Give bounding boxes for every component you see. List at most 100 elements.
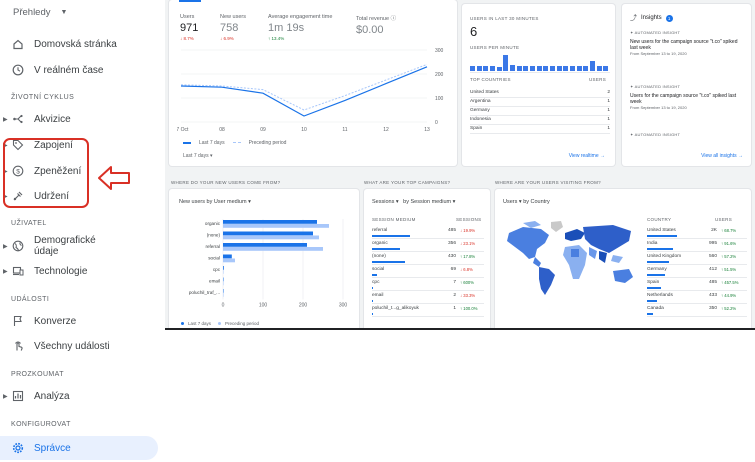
sessions-bar <box>372 261 406 263</box>
bar-current <box>223 277 224 282</box>
new-users-dropdown[interactable]: New users by User medium ▾ <box>179 199 251 205</box>
users-cell: 485 <box>708 280 717 285</box>
date-range-dropdown[interactable]: Last 7 days ▾ <box>183 153 213 159</box>
countries-table: United States 2K ↑ 68.7% India 995 ↑ 91.6% Uni… <box>647 226 747 317</box>
table-row[interactable]: poluchil_t...g_alikoyuk 1 ↑ 100.0% <box>372 304 484 317</box>
table-row[interactable]: India 995 ↑ 91.6% <box>647 239 747 252</box>
sidebar-item-home[interactable]: Domovská stránka <box>0 32 158 56</box>
per-minute-bar <box>596 65 602 71</box>
per-minute-bar <box>503 54 509 71</box>
table-row[interactable]: Spain 485 ↑ 457.5% <box>647 278 747 291</box>
per-minute-bar <box>490 65 496 71</box>
category-label: social <box>208 256 220 261</box>
table-row[interactable]: Argentina 1 <box>470 97 610 107</box>
sidebar-item-events[interactable]: Všechny události <box>0 334 158 358</box>
sidebar-item-label: Analýza <box>34 390 70 402</box>
table-row[interactable]: organic 356 ↓ 23.1% <box>372 239 484 252</box>
sidebar-item-realtime[interactable]: V reálném čase <box>0 58 158 82</box>
globe-icon <box>11 239 25 253</box>
view-all-insights-link[interactable]: View all insights → <box>701 153 743 159</box>
table-row[interactable]: Germany 412 ↑ 51.5% <box>647 265 747 278</box>
metric-revenue[interactable]: Total revenue ⓘ $0.00 <box>356 14 396 36</box>
reports-header[interactable]: Přehledy ▼ <box>13 7 67 18</box>
sidebar-item-label: Demografické údaje <box>34 235 96 257</box>
sidebar-item-label: Zapojení <box>34 139 73 151</box>
metric-name-text: Total revenue <box>356 16 390 22</box>
devices-icon <box>11 264 25 278</box>
users-cell: 560 <box>708 254 717 259</box>
y-tick-label: 200 <box>435 72 444 78</box>
insight-item[interactable]: ✦ AUTOMATED INSIGHT New users for the ca… <box>630 30 745 56</box>
sidebar-item-tech[interactable]: ▶ Technologie <box>0 259 158 283</box>
country-cell: United States <box>647 228 676 233</box>
bar-previous <box>223 293 224 297</box>
insight-item[interactable]: ✦ AUTOMATED INSIGHT Users for the campai… <box>630 84 745 110</box>
per-minute-bar <box>576 65 582 71</box>
table-row[interactable]: United States 2 <box>470 88 610 98</box>
table-row[interactable]: United Kingdom 560 ↑ 57.2% <box>647 252 747 265</box>
metric-engagement-time[interactable]: Average engagement time 1m 19s ↑ 13.4% <box>268 14 332 41</box>
country-cell: United Kingdom <box>647 254 682 259</box>
insight-item[interactable]: ✦ AUTOMATED INSIGHT <box>630 132 745 137</box>
legend-label-previous: Preceding period <box>248 140 287 146</box>
metric-users[interactable]: Users 971 ↓ 8.7% <box>180 14 198 41</box>
medium-cell: organic <box>372 241 388 246</box>
table-row[interactable]: Germany 1 <box>470 106 610 116</box>
sidebar-item-acquisition[interactable]: ▶ Akvizice <box>0 107 158 131</box>
table-row[interactable]: email 2 ↓ 33.3% <box>372 291 484 304</box>
sidebar-item-monetization[interactable]: ▶ $ Zpeněžení <box>0 159 158 183</box>
table-row[interactable]: Spain 1 <box>470 124 610 134</box>
delta-cell: ↑ 51.5% <box>721 267 737 272</box>
per-minute-bar <box>523 65 529 71</box>
svg-text:$: $ <box>16 168 20 175</box>
sidebar-item-conversions[interactable]: Konverze <box>0 309 158 333</box>
insight-tag-text: AUTOMATED INSIGHT <box>634 30 681 35</box>
users-cell: 1 <box>598 97 610 107</box>
table-row[interactable]: Netherlands 433 ↑ 44.9% <box>647 291 747 304</box>
table-row[interactable]: cpc 7 ↑ 600% <box>372 278 484 291</box>
sidebar-item-retention[interactable]: ▶ Udržení <box>0 184 158 208</box>
new-users-card: New users by User medium ▾ 0 100 200 300 org… <box>169 189 359 328</box>
bar-previous <box>223 281 224 286</box>
sessions-cell: 1 <box>453 306 456 311</box>
table-row[interactable]: social 69 ↓ 6.8% <box>372 265 484 278</box>
clock-icon <box>11 63 25 77</box>
table-row[interactable]: Indonesia 1 <box>470 115 610 125</box>
dimension-dropdown[interactable]: by Session medium ▾ <box>403 199 456 205</box>
sidebar-item-analysis[interactable]: ▶ Analýza <box>0 384 158 408</box>
table-row[interactable]: United States 2K ↑ 68.7% <box>647 226 747 239</box>
metric-delta: ↓ 6.9% <box>220 36 234 41</box>
bar-current <box>223 254 232 259</box>
users-cell: 433 <box>708 293 717 298</box>
x-tick-label: 100 <box>259 303 268 309</box>
metric-delta: ↓ 8.7% <box>180 36 194 41</box>
delta-cell: ↑ 100.0% <box>460 306 478 311</box>
view-realtime-link[interactable]: View realtime → <box>568 153 605 159</box>
per-minute-bar <box>530 65 536 71</box>
sidebar-item-engagement[interactable]: ▶ Zapojení <box>0 133 158 157</box>
sidebar-item-label: Akvizice <box>34 113 71 125</box>
red-arrow-icon <box>98 166 130 190</box>
section-visitors: WHERE ARE YOUR USERS VISITING FROM? <box>495 180 601 185</box>
col-top-countries: TOP COUNTRIES <box>470 77 511 82</box>
delta-cell: ↑ 68.7% <box>721 228 737 233</box>
home-icon <box>11 37 25 51</box>
users-bar <box>647 274 665 276</box>
sidebar-item-demographics[interactable]: ▶ Demografické údaje <box>0 233 158 259</box>
sidebar-item-admin[interactable]: Správce <box>0 436 158 460</box>
metric-dropdown[interactable]: Sessions ▾ <box>372 199 399 205</box>
metric-value: 758 <box>220 22 239 34</box>
x-tick-label: 300 <box>339 303 348 309</box>
metric-new-users[interactable]: New users 758 ↓ 6.9% <box>220 14 246 41</box>
users-dropdown[interactable]: Users ▾ <box>503 199 522 205</box>
table-row[interactable]: referral 485 ↓ 19.9% <box>372 226 484 239</box>
per-minute-bar <box>563 65 569 71</box>
table-row[interactable]: (none) 430 ↑ 17.8% <box>372 252 484 265</box>
insights-header: ⤴ Insights 1 <box>630 13 673 23</box>
users-cell: 412 <box>708 267 717 272</box>
table-row[interactable]: Canada 350 ↑ 52.2% <box>647 304 747 317</box>
per-minute-bar <box>470 65 476 71</box>
insight-tag-text: AUTOMATED INSIGHT <box>634 84 681 89</box>
metric-name: Total revenue ⓘ <box>356 14 396 22</box>
sessions-bar <box>372 248 400 250</box>
